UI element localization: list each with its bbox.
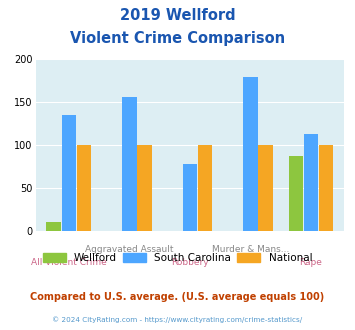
- Bar: [61, 115, 76, 231]
- Text: 2019 Wellford: 2019 Wellford: [120, 8, 235, 23]
- Bar: [289, 156, 303, 231]
- Text: All Violent Crime: All Violent Crime: [31, 258, 107, 267]
- Bar: [319, 145, 333, 231]
- Text: Compared to U.S. average. (U.S. average equals 100): Compared to U.S. average. (U.S. average …: [31, 292, 324, 302]
- Bar: [198, 145, 212, 231]
- Text: Violent Crime Comparison: Violent Crime Comparison: [70, 31, 285, 46]
- Bar: [122, 97, 137, 231]
- Bar: [304, 134, 318, 231]
- Text: © 2024 CityRating.com - https://www.cityrating.com/crime-statistics/: © 2024 CityRating.com - https://www.city…: [53, 317, 302, 323]
- Bar: [183, 164, 197, 231]
- Text: Robbery: Robbery: [171, 258, 209, 267]
- Text: Aggravated Assault: Aggravated Assault: [85, 245, 174, 254]
- Bar: [137, 145, 152, 231]
- Text: Rape: Rape: [300, 258, 322, 267]
- Text: Murder & Mans...: Murder & Mans...: [212, 245, 289, 254]
- Bar: [77, 145, 91, 231]
- Bar: [47, 222, 61, 231]
- Bar: [258, 145, 273, 231]
- Bar: [243, 77, 258, 231]
- Legend: Wellford, South Carolina, National: Wellford, South Carolina, National: [38, 248, 317, 267]
